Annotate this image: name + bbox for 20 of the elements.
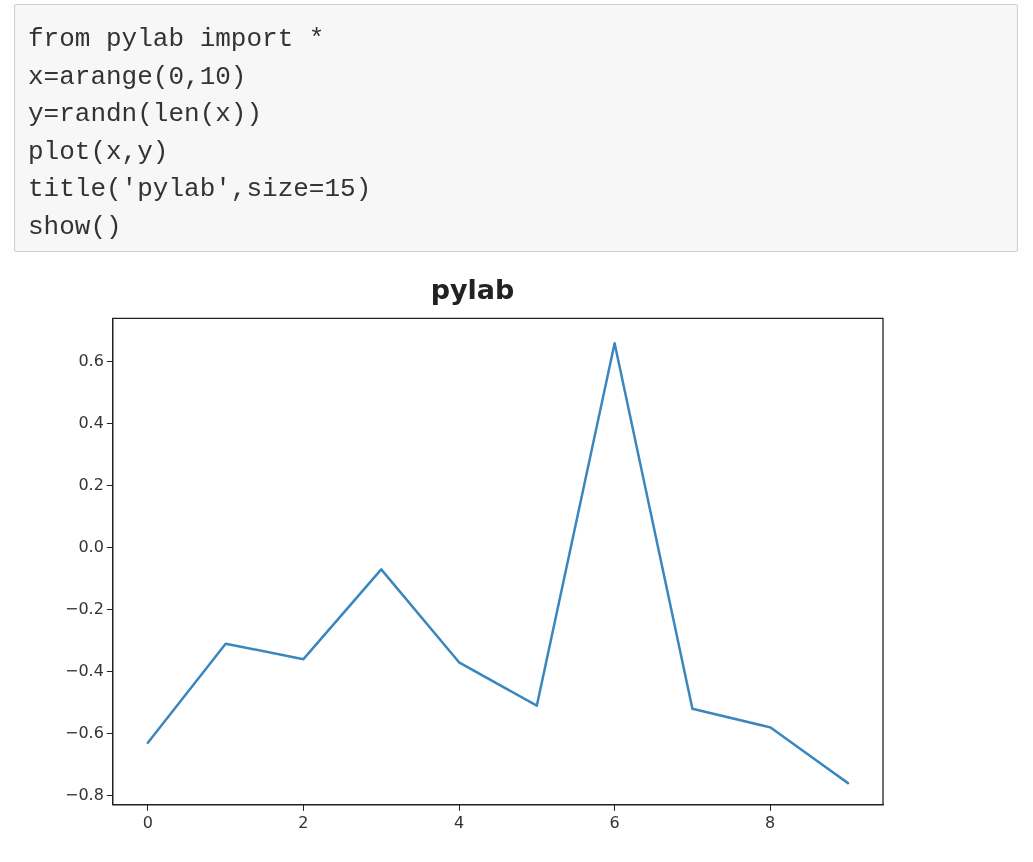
x-tick-label: 0 — [142, 812, 153, 832]
text: from pylab import * — [28, 23, 326, 56]
y-tick-label: 0.2 — [78, 474, 104, 494]
text: plot(x,y) — [28, 135, 170, 169]
text: x=arange(0,10) — [28, 60, 248, 94]
y-tick-label: −0.4 — [64, 660, 104, 680]
y-tick-label: −0.8 — [64, 784, 104, 804]
text: title('pylab',size=15) — [28, 173, 373, 206]
y-tick-label: 0.0 — [78, 536, 104, 556]
x-tick-label: 6 — [609, 812, 620, 832]
y-tick-label: −0.6 — [64, 722, 104, 742]
y-tick-label: 0.4 — [78, 412, 104, 432]
y-tick-label: 0.6 — [78, 350, 104, 370]
text: y=randn(len(x)) — [28, 98, 264, 131]
chart-title: pylab — [430, 274, 515, 306]
x-tick-label: 2 — [298, 812, 309, 832]
text: show() — [28, 210, 123, 244]
x-tick-label: 4 — [453, 812, 465, 832]
y-tick-label: −0.2 — [64, 598, 104, 618]
x-tick-label: 8 — [765, 812, 776, 832]
